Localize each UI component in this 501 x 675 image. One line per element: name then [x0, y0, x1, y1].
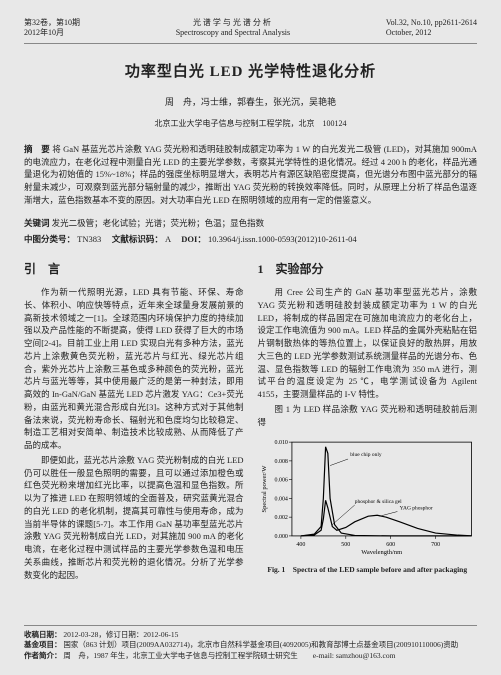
svg-text:0.008: 0.008 — [274, 459, 287, 465]
svg-text:400: 400 — [296, 542, 305, 548]
page-header: 第32卷，第10期 2012年10月 光谱学与光谱分析 Spectroscopy… — [24, 18, 477, 44]
volume-issue: 第32卷，第10期 — [24, 18, 80, 28]
svg-text:700: 700 — [431, 542, 440, 548]
keywords-text: 发光二极管；老化试验；光谱；荧光粉；色温；显色指数 — [52, 218, 265, 228]
intro-p2: 即便如此，蓝光芯片涂敷 YAG 荧光粉制成的白光 LED 仍可以胜任一般显色照明… — [24, 454, 244, 582]
author-line: 作者简介： 周 舟，1987 年生，北京工业大学电子信息与控制工程学院硕士研究生… — [24, 651, 477, 662]
svg-text:0.000: 0.000 — [274, 534, 287, 540]
fund-label: 基金项目： — [24, 640, 62, 649]
experiment-heading: 1 实验部分 — [258, 260, 478, 278]
received-text: 2012-03-28，修订日期：2012-06-15 — [63, 630, 178, 639]
fund-line: 基金项目： 国家（863 计划）项目(2009AA032714)，北京市自然科学… — [24, 640, 477, 651]
svg-text:0.006: 0.006 — [274, 478, 287, 484]
doc-label: 文献标识码： — [112, 234, 163, 244]
authors: 周 舟，冯士维，郭春生，张光沉，吴艳艳 — [24, 95, 477, 108]
svg-text:Spectral power/W: Spectral power/W — [260, 465, 267, 513]
svg-text:Wavelength/nm: Wavelength/nm — [361, 549, 402, 556]
received-line: 收稿日期： 2012-03-28，修订日期：2012-06-15 — [24, 630, 477, 641]
affiliation: 北京工业大学电子信息与控制工程学院，北京 100124 — [24, 118, 477, 129]
svg-text:0.002: 0.002 — [274, 515, 287, 521]
svg-text:500: 500 — [341, 542, 350, 548]
intro-p1: 作为新一代照明光源，LED 具有节能、环保、寿命长、体积小、响应快等特点，近年来… — [24, 286, 244, 452]
pub-date-en: October, 2012 — [386, 28, 477, 38]
svg-text:0.010: 0.010 — [274, 440, 287, 446]
abstract-text: 将 GaN 基蓝光芯片涂敷 YAG 荧光粉和透明硅胶制成额定功率为 1 W 的白… — [24, 144, 477, 205]
doi-label: DOI： — [181, 234, 206, 244]
journal-title-en: Spectroscopy and Spectral Analysis — [80, 28, 386, 38]
svg-text:blue chip only: blue chip only — [350, 452, 382, 458]
pub-date-cn: 2012年10月 — [24, 28, 80, 38]
svg-text:600: 600 — [386, 542, 395, 548]
left-column: 引 言 作为新一代照明光源，LED 具有节能、环保、寿命长、体积小、响应快等特点… — [24, 260, 244, 583]
header-right: Vol.32, No.10, pp2611-2614 October, 2012 — [386, 18, 477, 39]
right-column: 1 实验部分 用 Cree 公司生产的 GaN 基功率型蓝光芯片，涂敷 YAG … — [258, 260, 478, 583]
class-value: TN383 — [77, 234, 101, 244]
doc-value: A — [165, 234, 171, 244]
keywords: 关键词 发光二极管；老化试验；光谱；荧光粉；色温；显色指数 — [24, 217, 477, 230]
spectrum-chart: 0.000 0.002 0.004 0.006 0.008 0.010 400 500 600 7… — [258, 436, 478, 556]
classification: 中图分类号： TN383 文献标识码： A DOI： 10.3964/j.iss… — [24, 233, 477, 246]
keywords-label: 关键词 — [24, 218, 50, 228]
svg-text:0.004: 0.004 — [274, 497, 287, 503]
doi-value: 10.3964/j.issn.1000-0593(2012)10-2611-04 — [208, 234, 357, 244]
abstract: 摘 要 将 GaN 基蓝光芯片涂敷 YAG 荧光粉和透明硅胶制成额定功率为 1 … — [24, 143, 477, 207]
header-center: 光谱学与光谱分析 Spectroscopy and Spectral Analy… — [80, 18, 386, 39]
received-label: 收稿日期： — [24, 630, 62, 639]
author-label: 作者简介： — [24, 651, 62, 660]
volume-info-en: Vol.32, No.10, pp2611-2614 — [386, 18, 477, 28]
body-columns: 引 言 作为新一代照明光源，LED 具有节能、环保、寿命长、体积小、响应快等特点… — [24, 260, 477, 583]
intro-heading: 引 言 — [24, 260, 244, 278]
author-text: 周 舟，1987 年生，北京工业大学电子信息与控制工程学院硕士研究生 e-mai… — [63, 651, 395, 660]
svg-text:YAG phosphor: YAG phosphor — [399, 506, 432, 512]
experiment-p2: 图 1 为 LED 样品涂敷 YAG 荧光粉和透明硅胶前后测得 — [258, 403, 478, 429]
abstract-label: 摘 要 — [24, 144, 50, 154]
fund-text: 国家（863 计划）项目(2009AA032714)，北京市自然科学基金项目(4… — [63, 640, 458, 649]
journal-title-cn: 光谱学与光谱分析 — [80, 18, 386, 28]
paper-title: 功率型白光 LED 光学特性退化分析 — [24, 60, 477, 81]
svg-text:phosphor & silica gel: phosphor & silica gel — [354, 499, 401, 505]
figure-caption: Fig. 1 Spectra of the LED sample before … — [258, 564, 478, 575]
header-left: 第32卷，第10期 2012年10月 — [24, 18, 80, 39]
page-footer: 收稿日期： 2012-03-28，修订日期：2012-06-15 基金项目： 国… — [24, 625, 477, 662]
experiment-p1: 用 Cree 公司生产的 GaN 基功率型蓝光芯片，涂敷 YAG 荧光粉和透明硅… — [258, 286, 478, 401]
class-label: 中图分类号： — [24, 234, 75, 244]
